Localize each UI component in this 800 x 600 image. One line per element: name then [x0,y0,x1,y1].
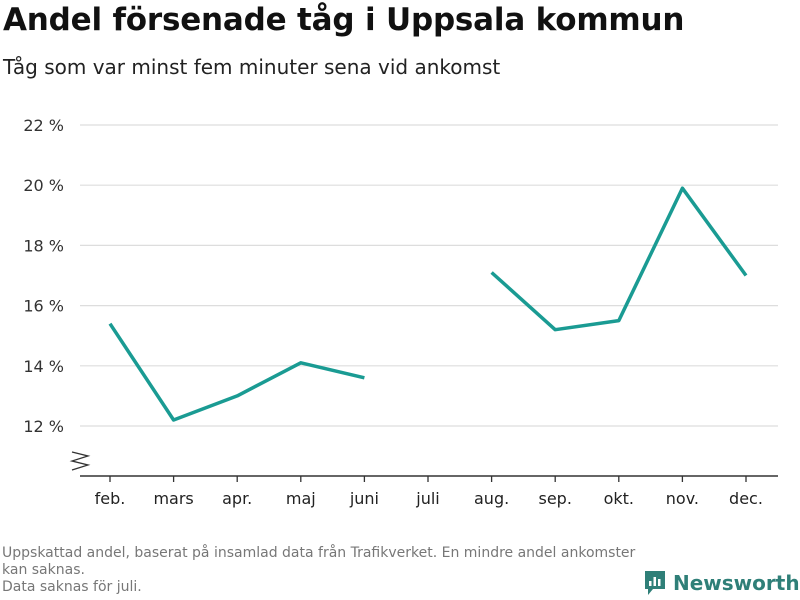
footnote-missing-data: Data saknas för juli. [2,579,142,595]
x-tick-label: mars [153,489,193,508]
y-tick-label: 22 % [23,116,64,135]
footnote-source: Uppskattad andel, baserat på insamlad da… [2,545,636,578]
brand-name: Newsworthy [673,571,800,595]
x-tick-label: juli [415,489,439,508]
chart-footnote: Uppskattad andel, baserat på insamlad da… [2,545,642,596]
line-chart: 12 % 14 % 16 % 18 % 20 % 22 % feb. mars apr. maj… [23,116,778,508]
chart-subtitle: Tåg som var minst fem minuter sena vid a… [3,55,501,79]
x-tick-label: apr. [222,489,252,508]
y-tick-label: 20 % [23,176,64,195]
x-tick-label: dec. [729,489,763,508]
axis-break-icon [69,451,91,471]
y-tick-label: 14 % [23,357,64,376]
x-tick-label: maj [286,489,316,508]
chart-title: Andel försenade tåg i Uppsala kommun [3,2,685,38]
x-tick-label: okt. [604,489,634,508]
brand-logo: Newsworthy [643,569,800,597]
newsworthy-logo-icon [645,571,665,595]
x-tick-label: aug. [474,489,509,508]
x-tick-label: nov. [666,489,699,508]
y-tick-label: 12 % [23,417,64,436]
series-line [490,186,748,332]
y-tick-label: 18 % [23,236,64,255]
x-tick-label: sep. [538,489,571,508]
series-line [108,322,365,422]
y-tick-label: 16 % [23,297,64,316]
x-tick-label: feb. [95,489,126,508]
x-tick-label: juni [349,489,379,508]
